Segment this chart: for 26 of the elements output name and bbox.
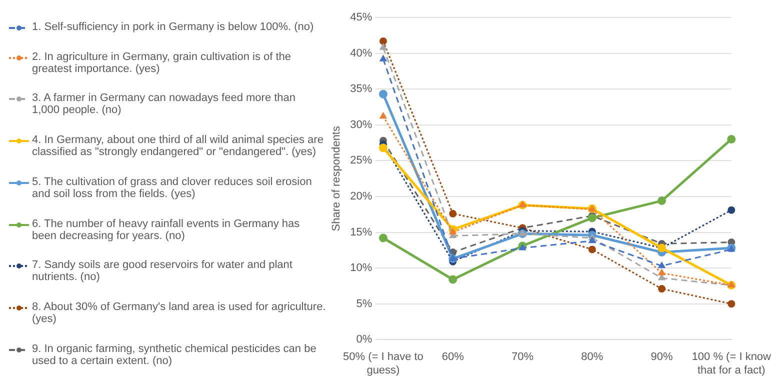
x-tick-label: 80% bbox=[581, 351, 604, 364]
x-tick-label: 100 % (= I know that for a fact) bbox=[692, 351, 772, 376]
legend-label: 4. In Germany, about one third of all wild animal species are classified as "strongly endangered" or "endangered". (yes) bbox=[32, 134, 324, 158]
y-tick-label: 20% bbox=[350, 190, 372, 203]
y-tick-label: 10% bbox=[350, 262, 372, 274]
y-tick-label: 30% bbox=[350, 118, 372, 131]
legend-label: 2. In agriculture in Germany, grain cultivation is of the greatest importance. (yes) bbox=[32, 50, 292, 75]
x-tick-label: 70% bbox=[511, 351, 534, 364]
y-tick-label: 45% bbox=[350, 12, 372, 24]
y-tick-label: 40% bbox=[350, 47, 372, 60]
x-tick-label: 50% (= I have to guess) bbox=[343, 351, 424, 376]
legend-label: 8. About 30% of Germany's land area is used for agriculture. (yes) bbox=[32, 301, 326, 326]
legend-label: 9. In organic farming, synthetic chemical pesticides can be used to a certain extent. (no) bbox=[32, 343, 318, 367]
y-tick-label: 0% bbox=[356, 334, 372, 346]
y-tick-label: 25% bbox=[350, 154, 372, 167]
legend-label: 6. The number of heavy rainfall events in Germany has been decreasing for years. (no) bbox=[32, 218, 301, 242]
y-axis-title: Share of respondents bbox=[330, 126, 343, 232]
legend-label: 3. A farmer in Germany can nowadays feed more than 1,000 people. (no) bbox=[32, 92, 297, 116]
y-tick-label: 35% bbox=[350, 83, 372, 96]
y-tick-label: 5% bbox=[356, 298, 372, 310]
y-tick-label: 15% bbox=[350, 226, 372, 238]
legend-label: 1. Self-sufficiency in pork in Germany is below 100%. (no) bbox=[32, 20, 314, 33]
legend-label: 7. Sandy soils are good reservoirs for water and plant nutrients. (no) bbox=[32, 259, 294, 284]
legend-label: 5. The cultivation of grass and clover reduces soil erosion and soil loss from the fields. (yes) bbox=[32, 176, 313, 200]
x-tick-label: 60% bbox=[442, 351, 464, 364]
x-tick-label: 90% bbox=[650, 351, 673, 364]
